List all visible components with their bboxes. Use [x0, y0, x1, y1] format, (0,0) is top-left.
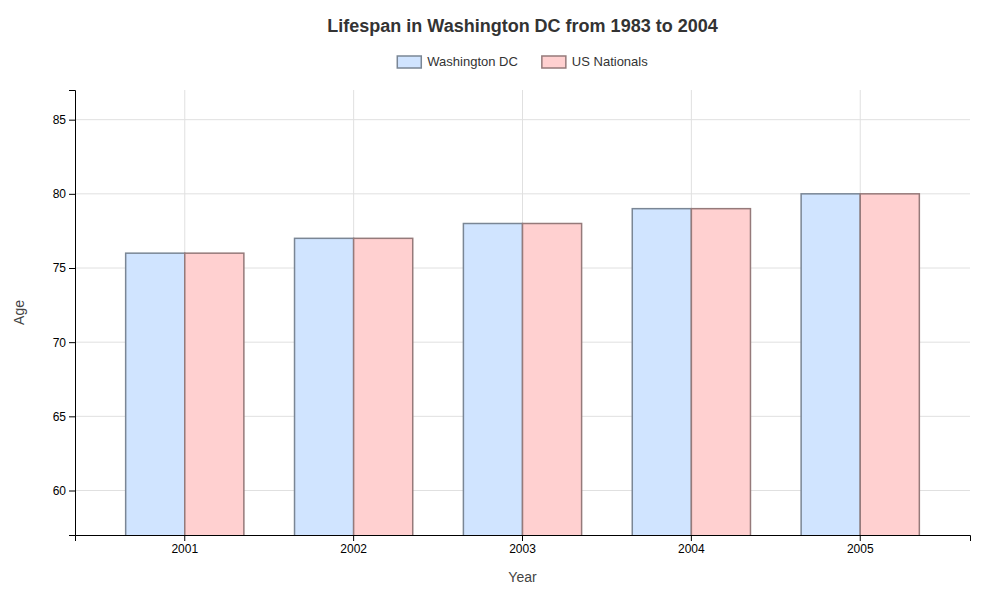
plot: 60 65 70 75 80 85 2001 2002 2003 2004 2005 [53, 90, 971, 600]
legend-swatch [397, 56, 421, 68]
y-axis: 60 65 70 75 80 85 [53, 91, 76, 536]
tick-label: 2002 [340, 542, 367, 556]
legend-swatch [542, 56, 566, 68]
legend-item: Washington DC [397, 54, 518, 69]
tick-mark [69, 268, 75, 269]
bar [801, 194, 860, 535]
tick-mark [184, 535, 185, 541]
tick: 2005 [847, 535, 874, 556]
tick: 2003 [509, 535, 536, 556]
tick-label: 65 [53, 410, 67, 424]
bar [126, 253, 185, 535]
tick: 60 [53, 484, 75, 498]
legend-label: US Nationals [572, 54, 648, 69]
series [126, 194, 861, 535]
tick-label: 60 [53, 484, 67, 498]
tick-mark [353, 535, 354, 541]
tick: 2002 [340, 535, 367, 556]
tick-label: 80 [53, 187, 67, 201]
tick: 80 [53, 187, 75, 201]
series [185, 194, 920, 535]
tick: 65 [53, 410, 75, 424]
tick: 2001 [171, 535, 198, 556]
x-axis: 2001 2002 2003 2004 2005 [76, 535, 971, 556]
tick-label: 2005 [847, 542, 874, 556]
chart: 60 65 70 75 80 85 2001 2002 2003 2004 2005 Lifespan… [0, 0, 1000, 600]
tick-mark [69, 342, 75, 343]
legend-label: Washington DC [427, 54, 518, 69]
legend: Washington DC US Nationals [397, 54, 648, 69]
tick-label: 2004 [678, 542, 705, 556]
bar [523, 224, 582, 536]
axis-line [76, 536, 971, 542]
tick-label: 2001 [171, 542, 198, 556]
bar [463, 224, 522, 536]
bar [860, 194, 919, 535]
tick-mark [69, 194, 75, 195]
tick-mark [691, 535, 692, 541]
title: Lifespan in Washington DC from 1983 to 2… [327, 16, 717, 36]
tick-label: 75 [53, 261, 67, 275]
tick-mark [69, 416, 75, 417]
y-axis-title: Age [11, 300, 27, 325]
bars [126, 194, 920, 535]
tick: 2004 [678, 535, 705, 556]
tick-mark [69, 491, 75, 492]
bar [691, 209, 750, 535]
tick-label: 70 [53, 336, 67, 350]
bar [295, 238, 354, 535]
bar [632, 209, 691, 535]
tick-label: 85 [53, 113, 67, 127]
bar [185, 253, 244, 535]
legend-item: US Nationals [542, 54, 648, 69]
tick-label: 2003 [509, 542, 536, 556]
tick: 75 [53, 261, 75, 275]
x-axis-title: Year [508, 569, 537, 585]
tick-mark [69, 120, 75, 121]
axis-line [69, 91, 76, 536]
tick-mark [860, 535, 861, 541]
tick-mark [522, 535, 523, 541]
tick: 70 [53, 336, 75, 350]
bar [354, 238, 413, 535]
tick: 85 [53, 113, 75, 127]
